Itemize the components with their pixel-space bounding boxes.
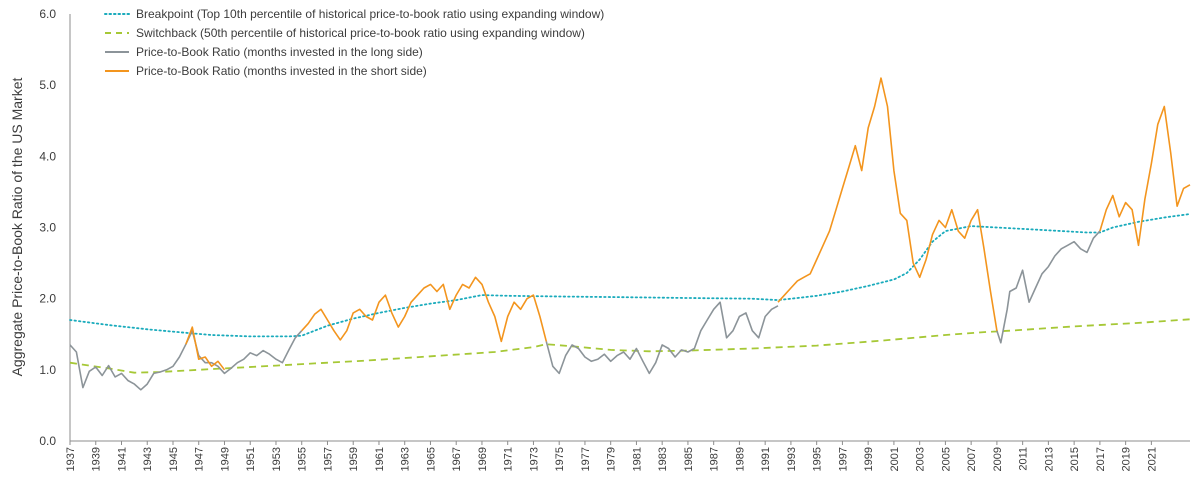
x-tick-label: 1999 xyxy=(863,447,875,471)
x-tick-label: 2019 xyxy=(1121,447,1133,471)
x-tick-label: 1965 xyxy=(425,447,437,471)
x-tick-label: 1947 xyxy=(194,447,206,471)
x-tick-label: 1963 xyxy=(400,447,412,471)
y-axis-label: Aggregate Price-to-Book Ratio of the US … xyxy=(9,77,25,376)
x-tick-label: 1961 xyxy=(374,447,386,471)
y-tick-label: 2.0 xyxy=(39,292,56,306)
legend-label-1: Breakpoint (Top 10th percentile of histo… xyxy=(136,7,604,21)
x-tick-label: 1949 xyxy=(219,447,231,471)
series-layer xyxy=(69,77,1191,391)
x-tick-label: 1985 xyxy=(683,447,695,471)
x-tick-label: 1959 xyxy=(348,447,360,471)
x-tick-label: 1993 xyxy=(786,447,798,471)
x-tick-label: 2007 xyxy=(966,447,978,471)
x-tick-label: 1943 xyxy=(142,447,154,471)
x-tick-label: 1945 xyxy=(168,447,180,471)
x-tick-label: 2009 xyxy=(992,447,1004,471)
x-tick-label: 1971 xyxy=(503,447,515,471)
x-tick-label: 1937 xyxy=(65,447,77,471)
x-tick-label: 1939 xyxy=(91,447,103,471)
y-tick-label: 0.0 xyxy=(39,434,56,448)
x-tick-label: 2021 xyxy=(1146,447,1158,471)
x-tick-label: 1989 xyxy=(734,447,746,471)
x-tick-label: 2003 xyxy=(915,447,927,471)
x-tick-label: 2011 xyxy=(1018,447,1030,471)
y-tick-label: 6.0 xyxy=(39,7,56,21)
x-tick-label: 2017 xyxy=(1095,447,1107,471)
x-tick-label: 1973 xyxy=(528,447,540,471)
y-tick-label: 5.0 xyxy=(39,78,56,92)
x-tick-label: 2013 xyxy=(1043,447,1055,471)
y-tick-label: 4.0 xyxy=(39,149,56,163)
x-tick-label: 1951 xyxy=(245,447,257,471)
x-tick-label: 1967 xyxy=(451,447,463,471)
x-tick-label: 1975 xyxy=(554,447,566,471)
series-line-2 xyxy=(69,318,1191,374)
x-tick-label: 1941 xyxy=(116,447,128,471)
legend-label-3: Price-to-Book Ratio (months invested in … xyxy=(136,45,423,59)
x-tick-label: 1995 xyxy=(812,447,824,471)
x-tick-label: 1955 xyxy=(297,447,309,471)
x-tick-label: 1969 xyxy=(477,447,489,471)
series-line-1 xyxy=(69,213,1191,338)
x-tick-label: 1979 xyxy=(606,447,618,471)
x-tick-label: 1991 xyxy=(760,447,772,471)
x-tick-label: 2005 xyxy=(940,447,952,471)
x-axis-ticks: 1937 1939 1941 1943 1945 1947 1949 1951 1953 1955… xyxy=(65,441,1158,471)
x-tick-label: 1957 xyxy=(322,447,334,471)
x-tick-label: 2015 xyxy=(1069,447,1081,471)
legend: Breakpoint (Top 10th percentile of histo… xyxy=(104,7,604,78)
series-line-4 xyxy=(185,77,1191,371)
x-tick-label: 2001 xyxy=(889,447,901,471)
x-tick-label: 1977 xyxy=(580,447,592,471)
y-tick-label: 1.0 xyxy=(39,363,56,377)
x-tick-label: 1983 xyxy=(657,447,669,471)
x-tick-label: 1997 xyxy=(837,447,849,471)
x-tick-label: 1981 xyxy=(631,447,643,471)
y-tick-label: 3.0 xyxy=(39,221,56,235)
legend-label-2: Switchback (50th percentile of historica… xyxy=(136,26,585,40)
series-line-3 xyxy=(69,230,1101,391)
legend-label-4: Price-to-Book Ratio (months invested in … xyxy=(136,64,427,78)
x-tick-label: 1953 xyxy=(271,447,283,471)
x-tick-label: 1987 xyxy=(709,447,721,471)
y-axis-ticks: 0.0 1.0 2.0 3.0 4.0 5.0 6.0 xyxy=(39,7,56,448)
